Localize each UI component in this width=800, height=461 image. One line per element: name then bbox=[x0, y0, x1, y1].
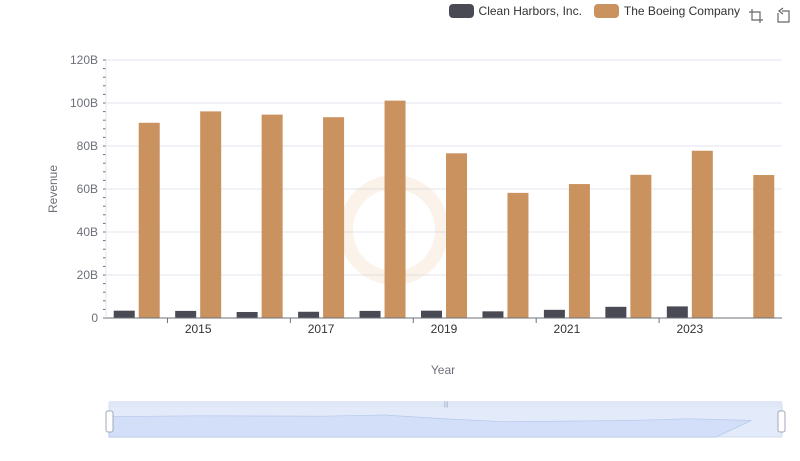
bar-boeing-2020[interactable] bbox=[507, 192, 529, 318]
bar-boeing-2024[interactable] bbox=[753, 175, 775, 318]
x-tick-label: 2023 bbox=[676, 322, 703, 336]
data-zoom-top-bar[interactable] bbox=[109, 401, 782, 407]
bar-boeing-2018[interactable] bbox=[384, 100, 406, 318]
data-zoom-grip[interactable]: ||| bbox=[444, 402, 449, 408]
legend-swatch-boeing bbox=[593, 4, 619, 18]
bar-clean-harbors-2022[interactable] bbox=[605, 306, 627, 318]
data-zoom-selection[interactable] bbox=[109, 407, 782, 437]
legend-label-clean-harbors: Clean Harbors, Inc. bbox=[478, 4, 582, 18]
y-tick-label: 80B bbox=[77, 139, 98, 153]
legend-swatch-clean-harbors bbox=[448, 4, 474, 18]
data-zoom-handle-left[interactable] bbox=[105, 410, 114, 433]
bar-clean-harbors-2019[interactable] bbox=[421, 310, 442, 318]
chart-legend: Clean Harbors, Inc. The Boeing Company bbox=[448, 4, 740, 18]
restore-icon[interactable] bbox=[774, 6, 792, 24]
bar-clean-harbors-2016[interactable] bbox=[236, 311, 258, 318]
legend-item-boeing[interactable]: The Boeing Company bbox=[593, 4, 740, 18]
legend-item-clean-harbors[interactable]: Clean Harbors, Inc. bbox=[448, 4, 582, 18]
y-tick-label: 100B bbox=[70, 96, 98, 110]
bar-boeing-2017[interactable] bbox=[323, 117, 345, 318]
legend-label-boeing: The Boeing Company bbox=[623, 4, 740, 18]
bar-clean-harbors-2018[interactable] bbox=[359, 310, 381, 318]
bar-clean-harbors-2015[interactable] bbox=[175, 310, 197, 318]
bar-clean-harbors-2014[interactable] bbox=[113, 310, 135, 318]
chart-toolbox bbox=[746, 6, 792, 24]
bar-boeing-2023[interactable] bbox=[691, 150, 713, 318]
x-tick-label: 2021 bbox=[554, 322, 581, 336]
bar-boeing-2015[interactable] bbox=[200, 111, 222, 318]
data-zoom-handle-right[interactable] bbox=[777, 410, 786, 433]
bar-boeing-2021[interactable] bbox=[568, 184, 590, 318]
y-tick-label: 40B bbox=[77, 225, 98, 239]
x-axis-label: Year bbox=[431, 363, 455, 377]
zoom-icon[interactable] bbox=[746, 6, 764, 24]
bars-layer bbox=[113, 100, 775, 318]
bar-clean-harbors-2020[interactable] bbox=[482, 311, 504, 318]
y-tick-label: 20B bbox=[77, 268, 98, 282]
bar-boeing-2019[interactable] bbox=[446, 153, 467, 318]
bar-clean-harbors-2017[interactable] bbox=[298, 311, 320, 318]
y-axis-label: Revenue bbox=[46, 165, 60, 213]
x-tick-label: 2019 bbox=[431, 322, 458, 336]
data-zoom-preview-line bbox=[108, 414, 752, 438]
y-tick-label: 0 bbox=[91, 311, 98, 325]
y-tick-label: 60B bbox=[77, 182, 98, 196]
bar-boeing-2022[interactable] bbox=[630, 174, 652, 318]
x-tick-label: 2015 bbox=[185, 322, 212, 336]
bar-clean-harbors-2023[interactable] bbox=[666, 306, 688, 318]
bar-clean-harbors-2021[interactable] bbox=[543, 309, 565, 318]
bar-boeing-2016[interactable] bbox=[261, 114, 283, 318]
axes: 0 20B 40B 60B 80B 100B 120B 2015 2017 2019 2021 202… bbox=[70, 53, 782, 336]
x-tick-label: 2017 bbox=[308, 322, 335, 336]
bar-boeing-2014[interactable] bbox=[138, 122, 160, 318]
y-tick-label: 120B bbox=[70, 53, 98, 67]
data-zoom-slider[interactable]: ||| bbox=[105, 401, 786, 438]
